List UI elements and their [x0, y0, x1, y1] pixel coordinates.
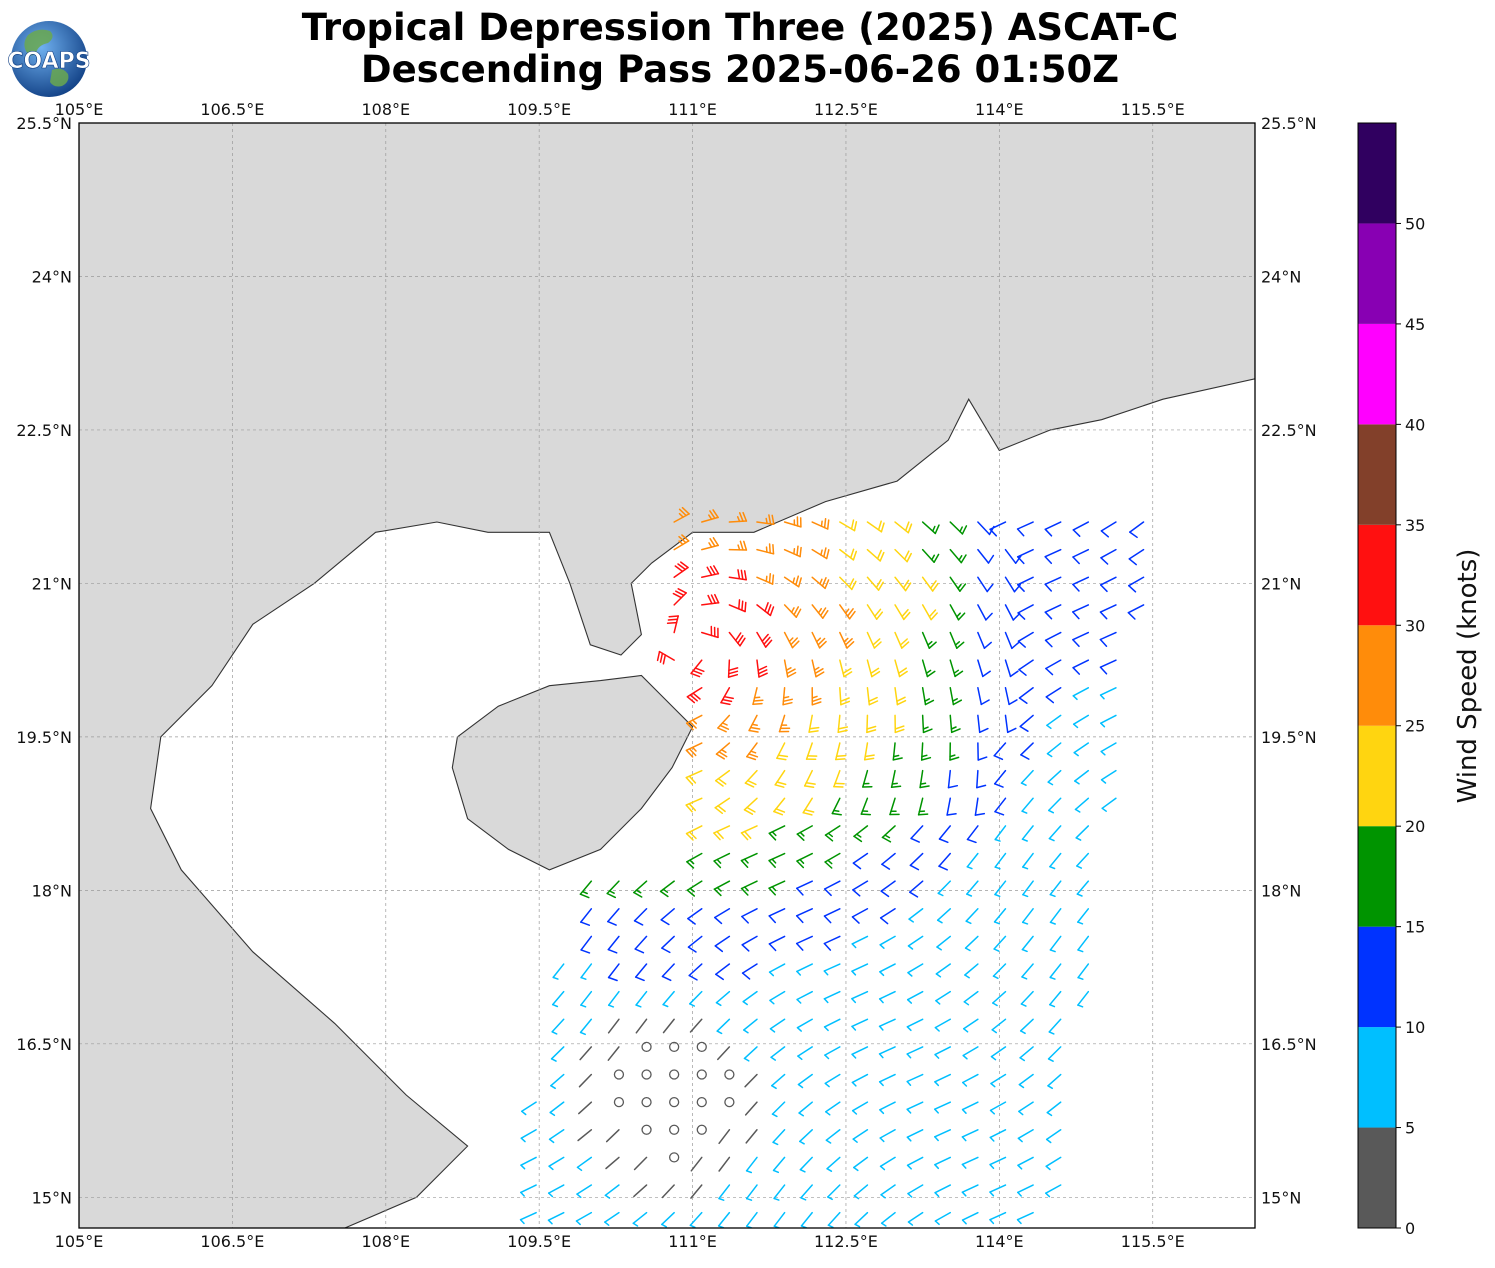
lat-tick-label-right: 24°N — [1261, 267, 1301, 286]
colorbar-bin — [1358, 1128, 1396, 1228]
colorbar-bin — [1358, 726, 1396, 826]
colorbar-bin — [1358, 826, 1396, 926]
colorbar-tick-label: 5 — [1405, 1119, 1415, 1138]
lat-tick-label-right: 25.5°N — [1261, 114, 1317, 133]
lon-tick-label-bottom: 105°E — [55, 1232, 104, 1251]
lat-tick-label-left: 15°N — [32, 1188, 72, 1207]
lat-tick-label-left: 25.5°N — [16, 114, 72, 133]
colorbar-bin — [1358, 424, 1396, 524]
colorbar-bin — [1358, 324, 1396, 424]
colorbar-tick-label: 50 — [1405, 214, 1425, 233]
colorbar-bin — [1358, 223, 1396, 323]
lon-tick-label-bottom: 115.5°E — [1121, 1232, 1185, 1251]
lat-tick-label-left: 19.5°N — [16, 728, 72, 747]
colorbar-bin — [1358, 123, 1396, 223]
colorbar-bin — [1358, 625, 1396, 725]
colorbar-tick-label: 35 — [1405, 516, 1425, 535]
lon-tick-label-bottom: 111°E — [668, 1232, 717, 1251]
lon-tick-label-top: 109.5°E — [507, 100, 571, 119]
lon-tick-label-top: 111°E — [668, 100, 717, 119]
colorbar-tick-label: 15 — [1405, 918, 1425, 937]
lon-tick-label-bottom: 114°E — [975, 1232, 1024, 1251]
colorbar-bin — [1358, 525, 1396, 625]
lat-tick-label-left: 24°N — [32, 267, 72, 286]
colorbar-bin — [1358, 1027, 1396, 1127]
colorbar-tick-label: 20 — [1405, 817, 1425, 836]
map-panel: 105°E105°E106.5°E106.5°E108°E108°E109.5°… — [16, 100, 1316, 1251]
lon-tick-label-top: 108°E — [361, 100, 410, 119]
lon-tick-label-top: 114°E — [975, 100, 1024, 119]
colorbar-tick-label: 40 — [1405, 415, 1425, 434]
lon-tick-label-top: 112.5°E — [814, 100, 878, 119]
colorbar-label: Wind Speed (knots) — [1453, 549, 1483, 804]
logo-text: COAPS — [7, 49, 90, 74]
colorbar-tick-label: 10 — [1405, 1018, 1425, 1037]
coaps-logo: COAPS — [7, 21, 90, 97]
lat-tick-label-right: 15°N — [1261, 1188, 1301, 1207]
lat-tick-label-right: 16.5°N — [1261, 1035, 1317, 1054]
lat-tick-label-left: 22.5°N — [16, 421, 72, 440]
colorbar-bin — [1358, 927, 1396, 1027]
lat-tick-label-left: 18°N — [32, 881, 72, 900]
lat-tick-label-left: 16.5°N — [16, 1035, 72, 1054]
colorbar-tick-label: 30 — [1405, 616, 1425, 635]
lat-tick-label-right: 19.5°N — [1261, 728, 1317, 747]
lon-tick-label-bottom: 106.5°E — [200, 1232, 264, 1251]
lat-tick-label-left: 21°N — [32, 574, 72, 593]
lat-tick-label-right: 18°N — [1261, 881, 1301, 900]
lat-tick-label-right: 22.5°N — [1261, 421, 1317, 440]
colorbar-tick-label: 25 — [1405, 717, 1425, 736]
colorbar-tick-label: 0 — [1405, 1219, 1415, 1238]
title-line-2: Descending Pass 2025-06-26 01:50Z — [361, 48, 1119, 91]
lon-tick-label-bottom: 112.5°E — [814, 1232, 878, 1251]
lon-tick-label-top: 115.5°E — [1121, 100, 1185, 119]
lon-tick-label-bottom: 109.5°E — [507, 1232, 571, 1251]
colorbar: 0 5 10 15 20 25 30 35 40 45 50 Wind Speed (knots) — [1358, 123, 1483, 1238]
lon-tick-label-bottom: 108°E — [361, 1232, 410, 1251]
colorbar-tick-label: 45 — [1405, 315, 1425, 334]
lat-tick-label-right: 21°N — [1261, 574, 1301, 593]
title-line-1: Tropical Depression Three (2025) ASCAT-C — [302, 6, 1179, 49]
lon-tick-label-top: 106.5°E — [200, 100, 264, 119]
